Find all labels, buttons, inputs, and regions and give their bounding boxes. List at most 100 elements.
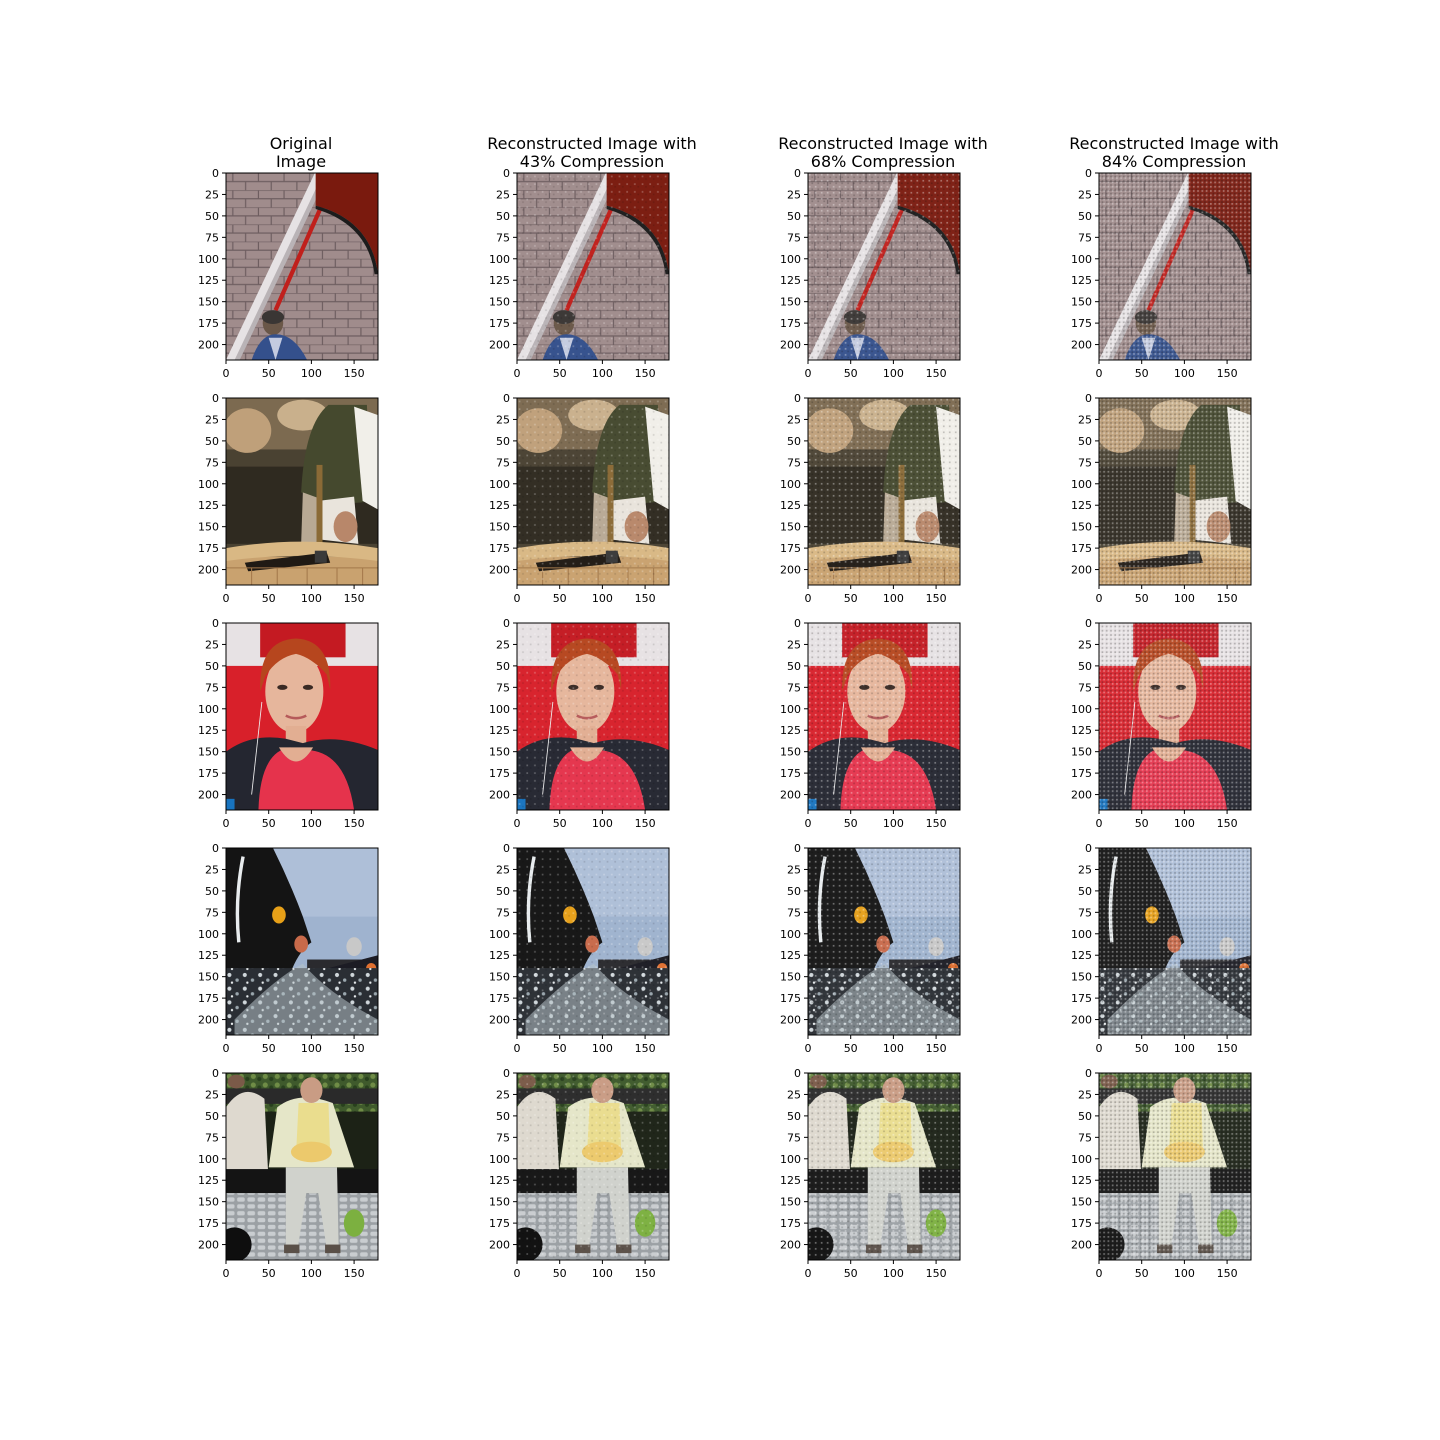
y-tick-label: 0: [1085, 167, 1092, 180]
x-tick-label: 150: [926, 1267, 947, 1280]
axes-frame: [516, 172, 670, 361]
y-tick-label: 50: [496, 210, 510, 223]
y-tick-label: 200: [489, 1014, 510, 1027]
y-tick-label: 50: [496, 435, 510, 448]
subplot-r2-c3: 0 25 50 75 100 125 150 175 200 0 50 100 150: [780, 392, 961, 605]
y-tick-label: 175: [489, 542, 510, 555]
y-tick-label: 75: [1078, 906, 1092, 919]
x-tick-label: 150: [344, 1042, 365, 1055]
y-tick-label: 75: [496, 1131, 510, 1144]
y-tick-label: 50: [205, 210, 219, 223]
column-title-line: Reconstructed Image with: [487, 134, 697, 153]
y-tick-label: 200: [489, 789, 510, 802]
y-tick-label: 150: [489, 521, 510, 534]
axes-frame: [225, 397, 379, 586]
y-tick-label: 125: [1071, 949, 1092, 962]
axes-frame: [1098, 622, 1252, 811]
y-tick-label: 100: [198, 703, 219, 716]
y-tick-label: 50: [787, 210, 801, 223]
y-tick-label: 100: [489, 253, 510, 266]
y-tick-label: 125: [780, 1174, 801, 1187]
y-tick-label: 125: [1071, 1174, 1092, 1187]
y-tick-label: 150: [198, 296, 219, 309]
x-tick-label: 0: [223, 592, 230, 605]
x-tick-label: 0: [223, 817, 230, 830]
y-tick-label: 150: [1071, 296, 1092, 309]
y-tick-label: 175: [1071, 1217, 1092, 1230]
y-tick-label: 100: [198, 478, 219, 491]
x-tick-label: 100: [1174, 817, 1195, 830]
subplot-r2-c2: 0 25 50 75 100 125 150 175 200 0 50 100 150: [489, 392, 670, 605]
subplot-r2-c1: 0 25 50 75 100 125 150 175 200 0 50 100 150: [198, 392, 379, 605]
y-tick-label: 100: [1071, 478, 1092, 491]
column-title: Original Image: [270, 134, 333, 171]
y-tick-label: 100: [198, 253, 219, 266]
y-tick-label: 75: [205, 906, 219, 919]
y-tick-label: 75: [787, 681, 801, 694]
axes-frame: [225, 622, 379, 811]
x-tick-label: 50: [1135, 367, 1149, 380]
y-tick-label: 100: [489, 478, 510, 491]
subplot-r4-c3: 0 25 50 75 100 125 150 175 200 0 50 100 150: [780, 842, 961, 1055]
x-tick-label: 0: [805, 1267, 812, 1280]
y-tick-label: 100: [1071, 253, 1092, 266]
y-tick-label: 150: [780, 1196, 801, 1209]
y-tick-label: 200: [198, 339, 219, 352]
axes-frame: [1098, 397, 1252, 586]
y-tick-label: 50: [205, 435, 219, 448]
subplot-image: [226, 623, 378, 810]
x-tick-label: 50: [553, 592, 567, 605]
subplot-r5-c1: 0 25 50 75 100 125 150 175 200 0 50 100 150: [198, 1067, 379, 1280]
y-tick-label: 200: [780, 1239, 801, 1252]
x-tick-label: 0: [223, 367, 230, 380]
y-tick-label: 25: [1078, 188, 1092, 201]
y-tick-label: 150: [198, 1196, 219, 1209]
axes-frame: [516, 397, 670, 586]
subplot-image: [517, 623, 669, 810]
x-tick-label: 150: [1217, 817, 1238, 830]
y-tick-label: 175: [489, 317, 510, 330]
y-tick-label: 75: [787, 906, 801, 919]
y-tick-label: 50: [787, 1110, 801, 1123]
y-tick-label: 25: [496, 863, 510, 876]
y-tick-label: 100: [198, 1153, 219, 1166]
axes-frame: [225, 1072, 379, 1261]
x-tick-label: 50: [262, 1267, 276, 1280]
y-tick-label: 25: [205, 863, 219, 876]
y-tick-label: 0: [794, 1067, 801, 1080]
axes-frame: [807, 397, 961, 586]
y-tick-label: 25: [496, 188, 510, 201]
y-tick-label: 25: [787, 413, 801, 426]
x-tick-label: 0: [1096, 1042, 1103, 1055]
x-tick-label: 150: [926, 817, 947, 830]
y-tick-label: 150: [1071, 521, 1092, 534]
y-tick-label: 150: [489, 746, 510, 759]
x-tick-label: 0: [805, 817, 812, 830]
y-tick-label: 125: [489, 274, 510, 287]
x-tick-label: 0: [1096, 817, 1103, 830]
y-tick-label: 150: [489, 971, 510, 984]
column-title: Reconstructed Image with 68% Compression: [778, 134, 988, 171]
x-tick-label: 150: [1217, 1042, 1238, 1055]
y-tick-label: 125: [489, 949, 510, 962]
x-tick-label: 100: [592, 817, 613, 830]
y-tick-label: 25: [1078, 413, 1092, 426]
x-tick-label: 100: [301, 592, 322, 605]
y-tick-label: 75: [787, 456, 801, 469]
y-tick-label: 50: [787, 435, 801, 448]
y-tick-label: 0: [503, 392, 510, 405]
y-tick-label: 75: [496, 681, 510, 694]
y-tick-label: 200: [1071, 339, 1092, 352]
x-tick-label: 50: [844, 367, 858, 380]
y-tick-label: 200: [780, 564, 801, 577]
x-tick-label: 150: [344, 592, 365, 605]
x-tick-label: 100: [883, 367, 904, 380]
y-tick-label: 175: [198, 992, 219, 1005]
y-tick-label: 0: [794, 392, 801, 405]
y-tick-label: 175: [780, 542, 801, 555]
y-tick-label: 75: [1078, 231, 1092, 244]
y-tick-label: 50: [1078, 1110, 1092, 1123]
column-title-line: 68% Compression: [811, 152, 955, 171]
x-tick-label: 100: [1174, 592, 1195, 605]
y-tick-label: 100: [1071, 928, 1092, 941]
